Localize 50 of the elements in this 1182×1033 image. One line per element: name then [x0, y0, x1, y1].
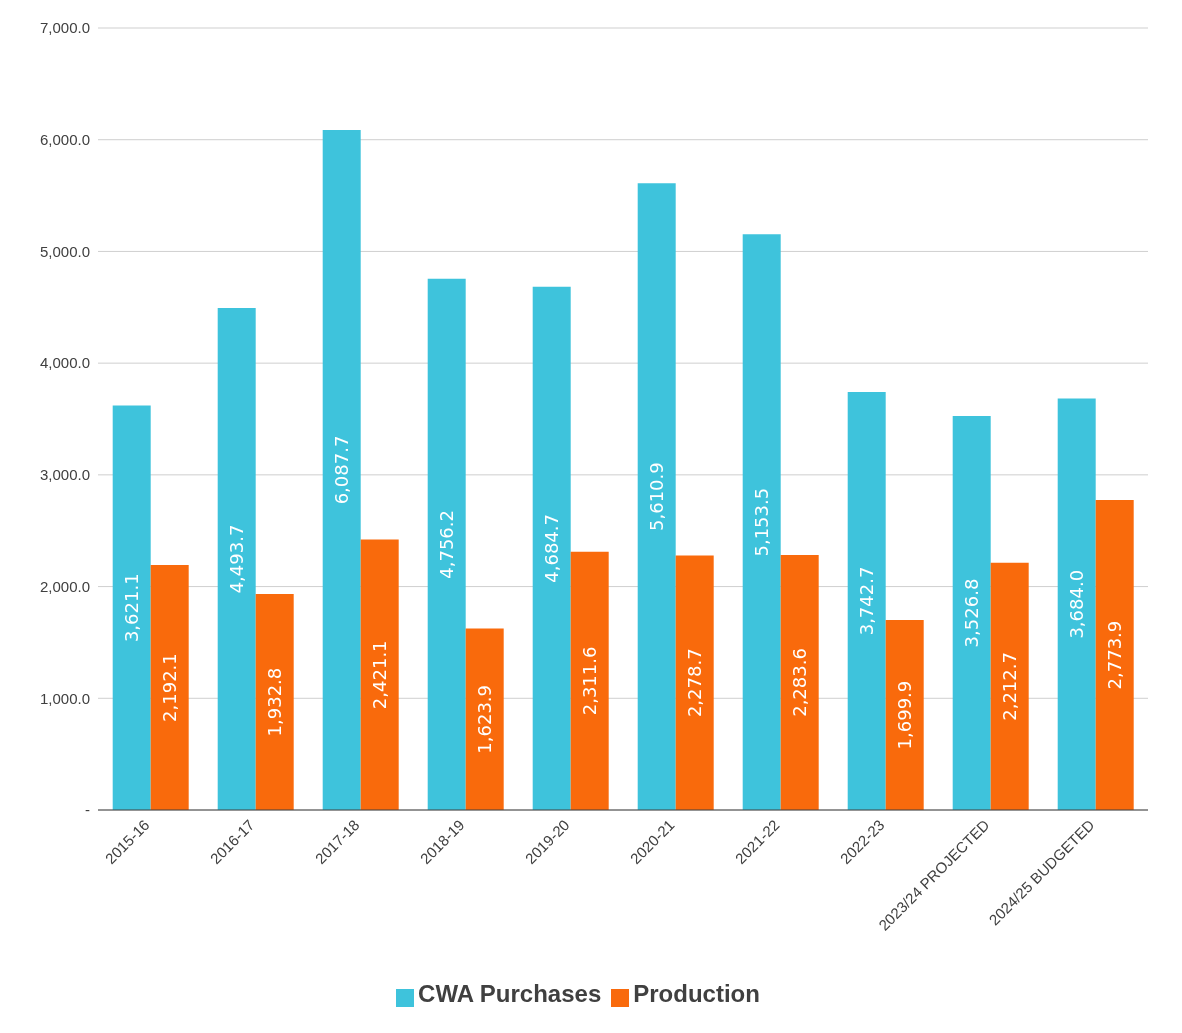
bar [532, 286, 571, 810]
bar [465, 628, 504, 810]
bar [847, 391, 886, 810]
y-tick-label: 1,000.0 [39, 689, 90, 707]
bar [885, 620, 924, 810]
y-tick-label: 7,000.0 [39, 19, 90, 37]
bar [637, 183, 676, 810]
data-label: 3,621.1 [121, 573, 143, 643]
legend-label: Production [633, 980, 760, 1007]
bar [360, 539, 399, 810]
bar [1095, 500, 1134, 810]
bar [780, 554, 819, 810]
y-tick-label: 3,000.0 [39, 466, 90, 484]
data-label: 2,278.7 [684, 648, 706, 718]
data-label: 5,610.9 [646, 462, 668, 531]
data-label: 3,684.0 [1066, 569, 1088, 639]
legend-label: CWA Purchases [418, 980, 602, 1007]
data-label: 2,421.1 [369, 640, 391, 710]
y-tick-label: 4,000.0 [39, 354, 90, 372]
bar [990, 562, 1029, 810]
data-label: 1,699.9 [894, 680, 916, 750]
data-label: 2,212.7 [999, 652, 1021, 721]
bar [427, 278, 466, 810]
data-label: 4,493.7 [226, 524, 248, 594]
data-label: 2,192.1 [159, 653, 181, 722]
data-label: 1,623.9 [474, 684, 496, 754]
y-tick-label: 6,000.0 [39, 131, 90, 149]
data-label: 2,311.6 [579, 646, 601, 716]
data-label: 3,742.7 [856, 566, 878, 636]
data-label: 5,153.5 [751, 487, 773, 557]
data-label: 2,773.9 [1104, 620, 1126, 690]
bar [570, 551, 609, 810]
bar [150, 565, 189, 810]
bar [112, 405, 151, 810]
y-tick-label: 2,000.0 [39, 577, 90, 595]
bar [952, 416, 991, 810]
data-label: 2,283.6 [789, 648, 811, 717]
data-label: 1,932.8 [264, 667, 286, 737]
data-label: 4,684.7 [541, 513, 563, 583]
data-label: 6,087.7 [331, 435, 353, 505]
bar [255, 594, 294, 810]
data-label: 4,756.2 [436, 509, 458, 579]
bar [742, 234, 781, 810]
y-tick-label: 5,000.0 [39, 242, 90, 260]
data-label: 3,526.8 [961, 578, 983, 648]
bar [322, 129, 361, 810]
bar [675, 555, 714, 810]
bar [217, 307, 256, 810]
y-tick-label: - [85, 801, 90, 819]
bar [1057, 398, 1096, 810]
